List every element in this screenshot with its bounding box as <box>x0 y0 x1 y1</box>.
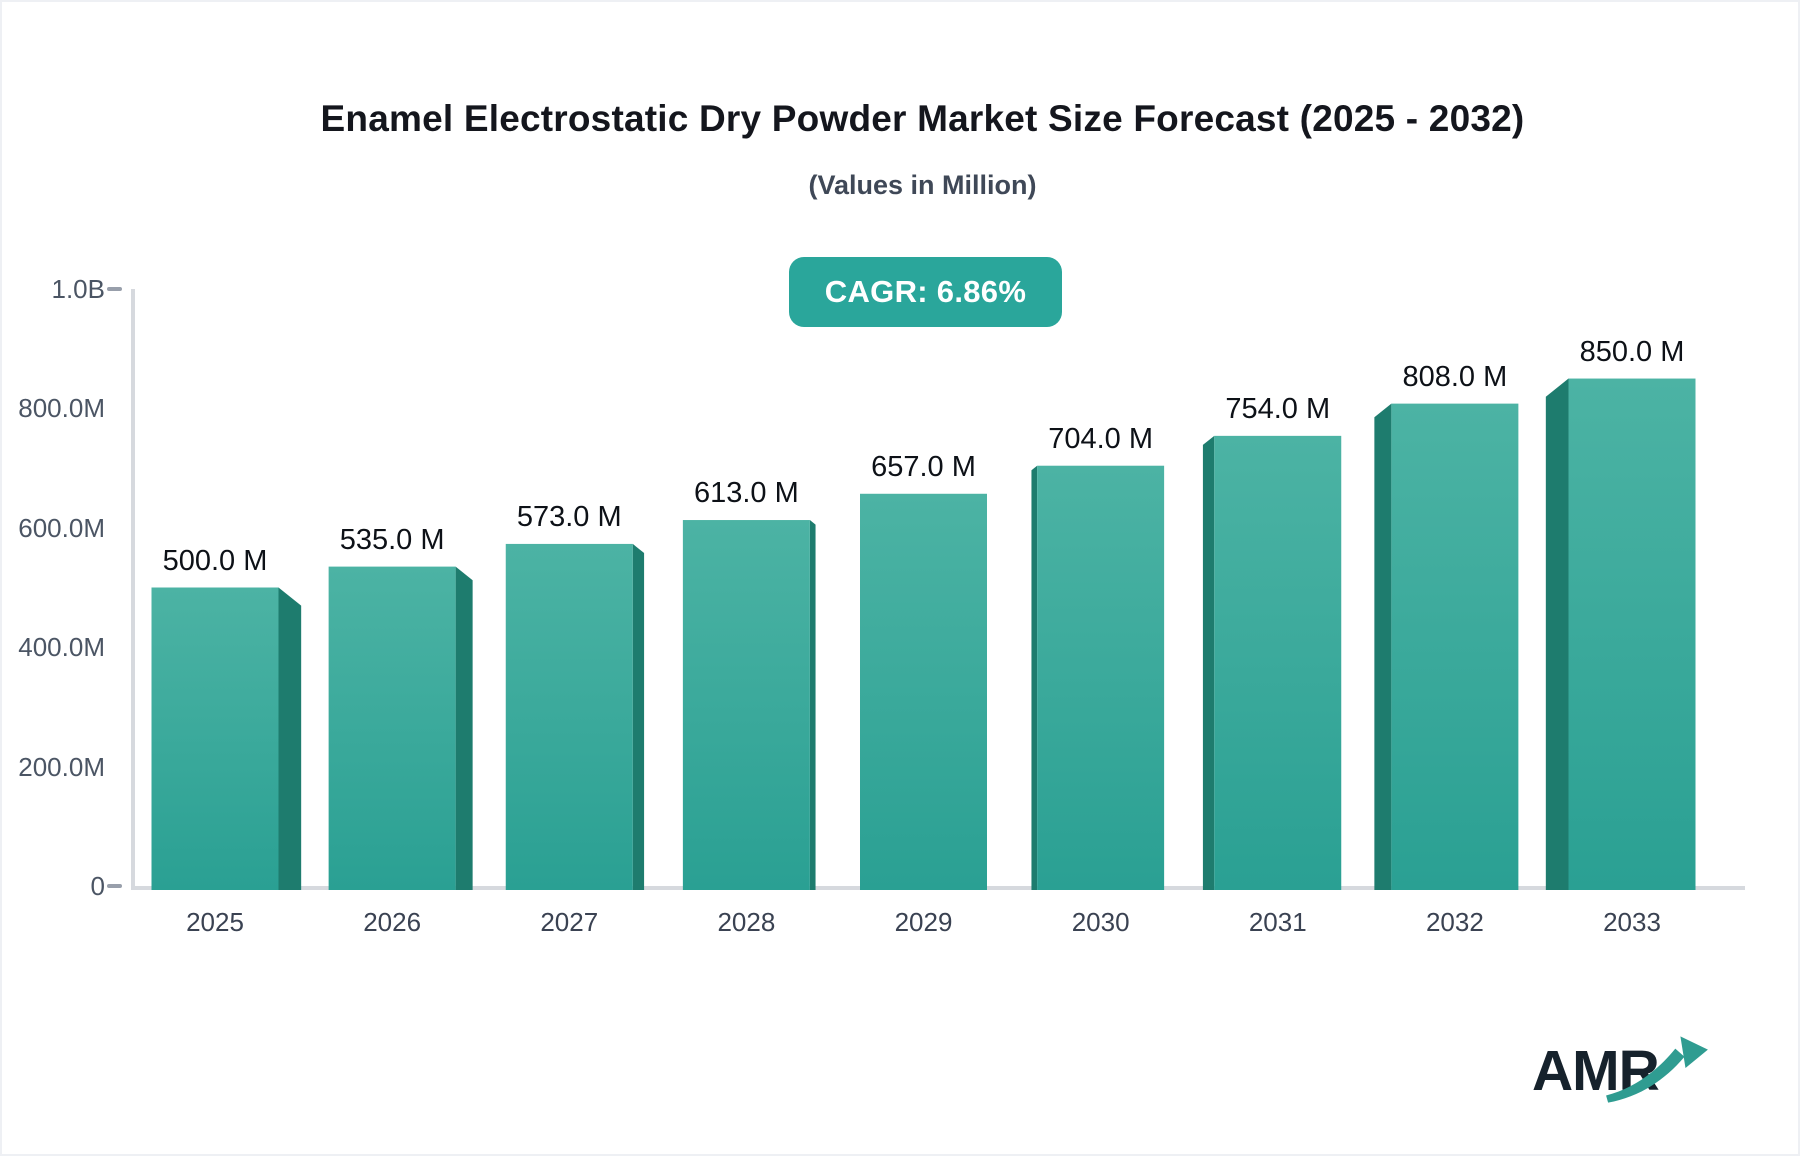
bar-value-label: 573.0 M <box>516 500 622 533</box>
bar-value-label: 850.0 M <box>1579 335 1685 368</box>
y-axis-label: 400.0M <box>18 632 105 663</box>
y-axis-tick <box>107 884 122 888</box>
bar-front-face <box>505 543 633 890</box>
x-axis-label: 2027 <box>540 907 599 937</box>
x-axis-label: 2028 <box>717 907 776 937</box>
y-axis-tick <box>107 287 122 291</box>
x-axis-label: 2030 <box>1071 907 1130 937</box>
x-axis-label: 2032 <box>1425 907 1484 937</box>
bar-side-face <box>278 587 302 890</box>
y-axis-label: 600.0M <box>18 512 105 543</box>
x-axis-label: 2033 <box>1603 907 1661 937</box>
bar-front-face <box>1391 403 1519 890</box>
cagr-badge-label: CAGR: 6.86% <box>824 274 1027 309</box>
bar-side-face <box>1545 378 1569 890</box>
bar-value-label: 500.0 M <box>162 544 268 577</box>
bar-side-face <box>455 566 473 890</box>
bar-side-face <box>1202 435 1215 890</box>
cagr-badge: CAGR: 6.86% <box>789 257 1062 327</box>
bar-front-face <box>1214 435 1342 890</box>
bar-value-label: 535.0 M <box>339 523 445 556</box>
x-axis-label: 2025 <box>186 907 244 937</box>
bar-side-face <box>632 543 645 890</box>
bar-side-face <box>1374 403 1392 890</box>
bar-value-label: 754.0 M <box>1225 392 1331 425</box>
y-axis-label: 0 <box>90 871 105 901</box>
bar-value-label: 657.0 M <box>871 450 976 483</box>
y-axis-label: 200.0M <box>18 751 105 782</box>
chart-title: Enamel Electrostatic Dry Powder Market S… <box>320 98 1525 139</box>
bar-front-face <box>151 587 279 890</box>
bar-value-label: 613.0 M <box>693 477 799 510</box>
bar-front-face <box>328 566 456 890</box>
bar-value-label: 808.0 M <box>1402 360 1508 393</box>
bar-front-face <box>860 493 987 890</box>
y-axis-label: 800.0M <box>18 393 105 424</box>
y-axis-label: 1.0B <box>51 274 106 304</box>
x-axis-label: 2029 <box>894 907 953 937</box>
bar-front-face <box>1037 465 1165 890</box>
bar-value-label: 704.0 M <box>1048 422 1154 455</box>
bar-side-face <box>809 520 816 890</box>
chart-subtitle: (Values in Million) <box>808 170 1037 200</box>
amr-logo: AMR <box>1532 1036 1722 1118</box>
bar-side-face <box>1031 465 1038 890</box>
bar-front-face <box>1568 378 1696 890</box>
bar-front-face <box>682 520 810 890</box>
y-axis-line <box>131 289 135 890</box>
growth-arrow-icon <box>1606 1036 1708 1103</box>
x-axis-label: 2026 <box>363 907 422 937</box>
x-axis-label: 2031 <box>1248 907 1307 937</box>
